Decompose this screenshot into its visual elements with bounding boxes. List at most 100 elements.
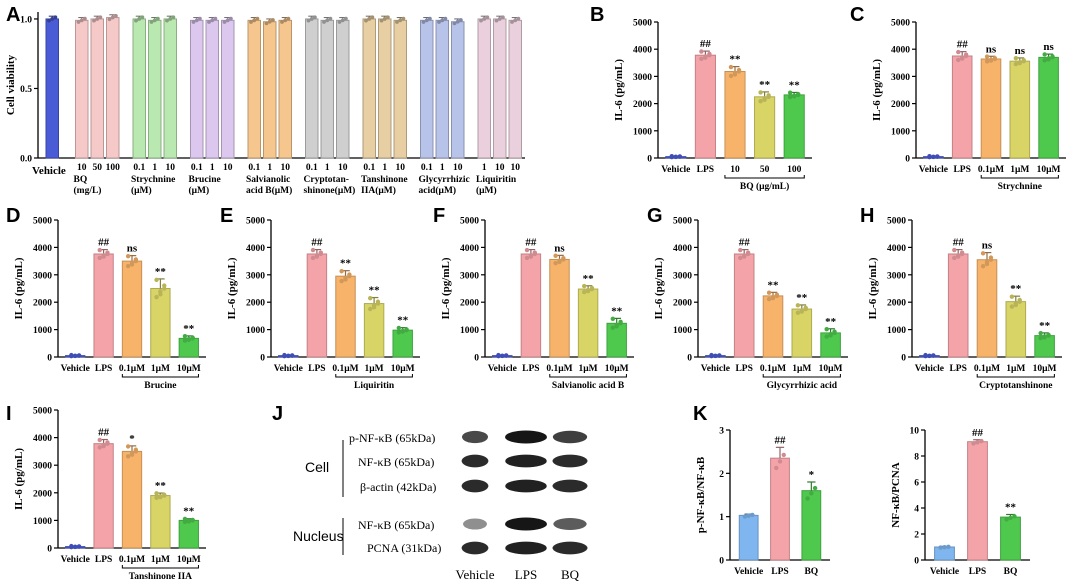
- viability-bar: [45, 18, 59, 159]
- x-tick-label: Vehicle: [701, 364, 730, 374]
- y-tick-label: 0: [901, 354, 906, 364]
- y-tick-label: 4000: [633, 46, 652, 56]
- significance-label: **: [789, 79, 801, 91]
- data-point: [428, 16, 432, 21]
- data-point: [440, 18, 445, 23]
- x-tick-label: 1μM: [151, 555, 170, 565]
- data-point: [796, 92, 801, 98]
- data-point: [988, 58, 994, 63]
- data-point: [992, 56, 998, 62]
- data-point: [553, 253, 558, 258]
- y-tick-label: 0: [260, 354, 265, 364]
- dose-label: 1: [152, 163, 157, 173]
- bar-1m: [1005, 301, 1027, 358]
- significance-label: *: [809, 469, 815, 481]
- y-tick-label: 0.0: [20, 155, 32, 165]
- x-tick-label: 0.1μM: [760, 364, 786, 374]
- panel-letter-c: C: [850, 4, 864, 26]
- y-tick-label: 0: [47, 354, 52, 364]
- group-bracket: [724, 175, 805, 179]
- data-point: [766, 94, 771, 100]
- data-point: [1021, 58, 1026, 64]
- data-point: [255, 16, 260, 21]
- y-tick-label: 6: [914, 479, 919, 489]
- data-point: [585, 288, 591, 294]
- bar-1m: [150, 288, 171, 358]
- viability-bar: [493, 18, 507, 159]
- group-bracket: [121, 374, 199, 378]
- data-point: [286, 353, 291, 359]
- significance-label: ##: [700, 38, 712, 50]
- x-tick-label: 0.1μM: [546, 364, 572, 374]
- data-point: [76, 20, 81, 24]
- significance-label: ##: [98, 237, 110, 249]
- dose-label: 0.1: [306, 163, 318, 173]
- group-label: Salvianolic acid B: [552, 381, 625, 391]
- data-point: [553, 260, 558, 266]
- data-point: [795, 310, 801, 315]
- data-point: [956, 254, 961, 259]
- data-point: [249, 20, 253, 24]
- viability-bar: [163, 18, 177, 159]
- y-tick-label: 1000: [33, 326, 52, 336]
- data-point: [1013, 56, 1019, 61]
- data-point: [140, 15, 145, 20]
- blot-band: [552, 541, 588, 555]
- data-point: [125, 253, 131, 259]
- data-point: [960, 56, 965, 61]
- panel-letter-g: G: [647, 205, 663, 227]
- group-label: Strychnine: [998, 182, 1042, 192]
- dose-label: 10: [281, 163, 291, 173]
- group-unit: (μM): [476, 185, 497, 196]
- data-point: [452, 21, 457, 26]
- data-point: [1042, 52, 1047, 57]
- significance-label: *: [129, 433, 135, 445]
- data-point: [931, 154, 936, 160]
- data-point: [129, 262, 135, 267]
- x-tick-label: Vehicle: [61, 364, 90, 374]
- data-point: [210, 18, 215, 23]
- data-point: [322, 20, 326, 24]
- y-tick-label: 4: [914, 505, 919, 515]
- viability-bar: [132, 18, 146, 159]
- significance-label: **: [183, 506, 195, 518]
- data-point: [984, 261, 990, 267]
- data-point: [50, 17, 55, 21]
- data-point: [162, 286, 167, 291]
- data-point: [182, 516, 188, 522]
- panel-letter-d: D: [6, 205, 20, 227]
- data-point: [424, 18, 429, 23]
- y-tick-label: 3000: [33, 271, 52, 281]
- data-point: [325, 18, 330, 23]
- data-point: [339, 269, 344, 274]
- data-point: [107, 17, 112, 22]
- data-point: [162, 493, 167, 498]
- y-axis-label: IL-6 (pg/mL): [226, 257, 238, 319]
- x-tick-label: LPS: [95, 364, 112, 374]
- y-axis-label: IL-6 (pg/mL): [13, 448, 25, 510]
- viability-bar: [420, 19, 434, 159]
- data-point: [707, 52, 712, 58]
- data-point: [795, 303, 801, 308]
- dose-label: 10: [495, 163, 505, 173]
- data-point: [610, 316, 616, 322]
- x-tick-label: Vehicle: [930, 567, 959, 577]
- x-tick-label: 10μM: [1033, 364, 1057, 374]
- x-tick-label: 10μM: [177, 555, 201, 565]
- data-point: [482, 17, 487, 21]
- lane-label-bq: BQ: [561, 567, 580, 582]
- data-point: [190, 336, 195, 341]
- data-point: [154, 491, 159, 496]
- data-point: [306, 18, 311, 23]
- bar-10: [724, 71, 746, 159]
- data-point: [101, 443, 106, 449]
- data-point: [310, 247, 316, 253]
- y-axis-label: NF-κB/PCNA: [890, 462, 902, 527]
- data-point: [1004, 517, 1009, 522]
- data-point: [73, 353, 78, 359]
- data-point: [501, 15, 505, 20]
- data-point: [213, 16, 218, 21]
- data-point: [952, 255, 957, 261]
- group-name: Salvianolic: [246, 175, 290, 185]
